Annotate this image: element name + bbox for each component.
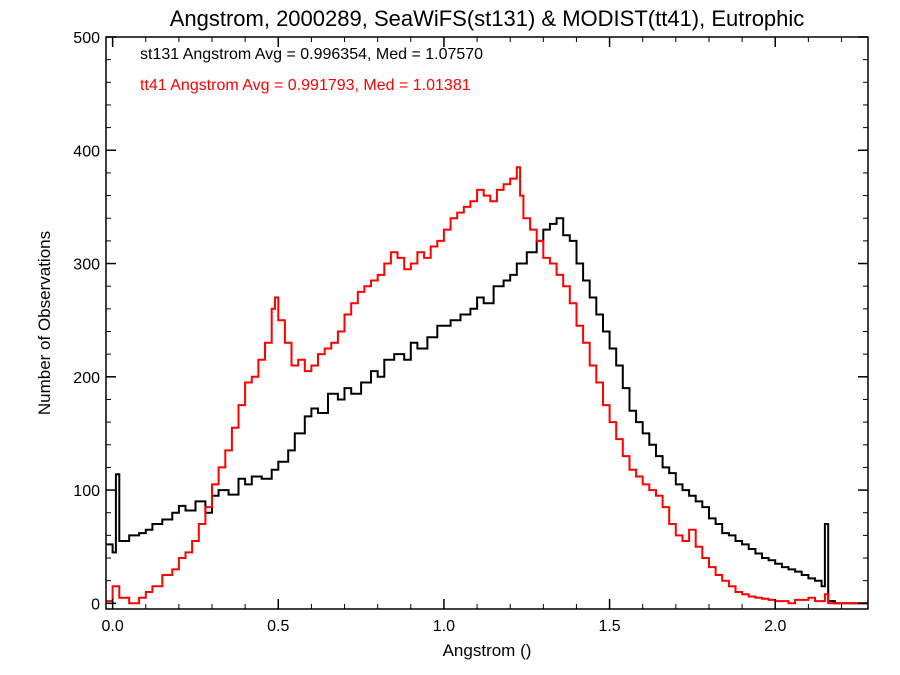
y-tick-label: 100 (73, 483, 100, 500)
x-axis-label: Angstrom () (443, 641, 532, 660)
y-tick-label: 200 (73, 370, 100, 387)
y-tick-label: 300 (73, 257, 100, 274)
x-tick-label: 0.0 (102, 618, 124, 635)
st131-stats-annotation: st131 Angstrom Avg = 0.996354, Med = 1.0… (140, 46, 483, 63)
y-axis-label: Number of Observations (35, 231, 54, 415)
plot-series-group (106, 166, 868, 605)
y-tick-label: 0 (91, 596, 100, 613)
plot-frame (105, 36, 869, 610)
y-tick-label: 400 (73, 143, 100, 160)
x-axis-ticks: 0.0 0.5 1.0 1.5 2.0 (102, 37, 842, 635)
series-st131-line (106, 217, 868, 605)
y-axis-ticks: 0 100 200 300 400 500 (73, 30, 868, 613)
series-tt41-line (106, 166, 868, 605)
x-tick-label: 0.5 (267, 618, 289, 635)
tt41-stats-annotation: tt41 Angstrom Avg = 0.991793, Med = 1.01… (140, 77, 471, 94)
y-tick-label: 500 (73, 30, 100, 47)
x-tick-label: 1.5 (598, 618, 620, 635)
chart-title: Angstrom, 2000289, SeaWiFS(st131) & MODI… (170, 6, 805, 31)
x-tick-label: 1.0 (433, 618, 455, 635)
x-tick-label: 2.0 (764, 618, 786, 635)
